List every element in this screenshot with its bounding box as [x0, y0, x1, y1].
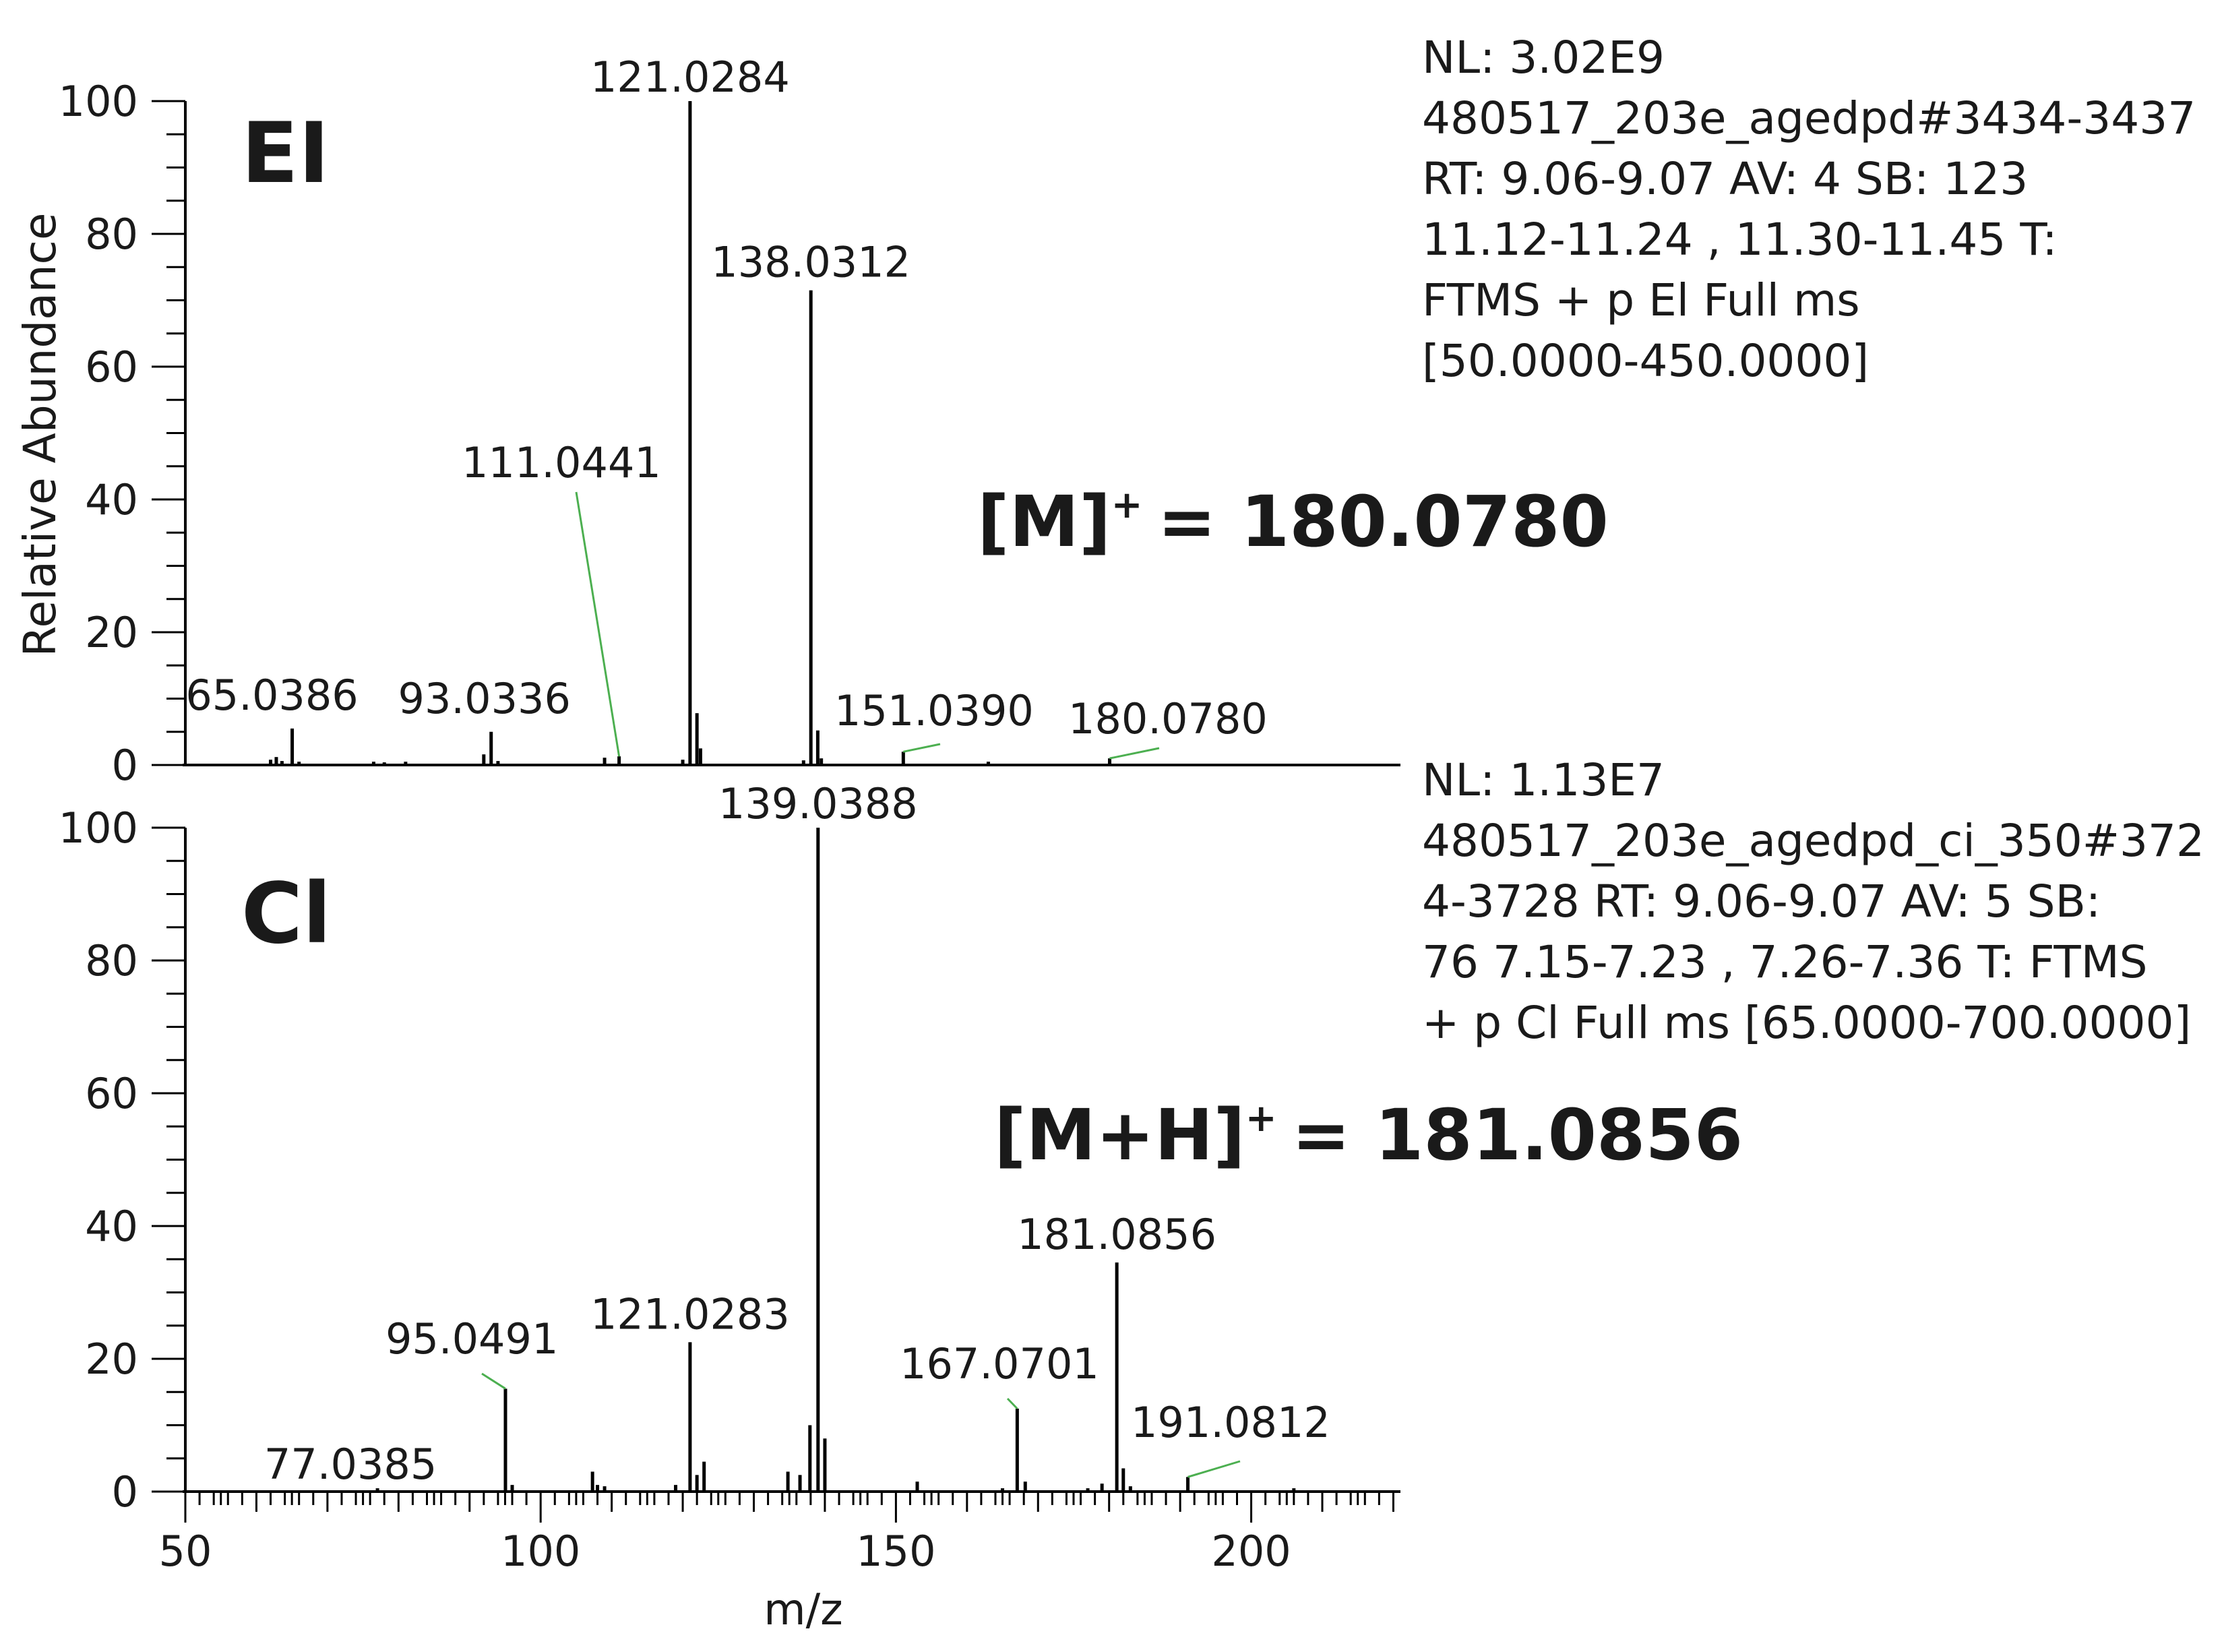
x-tick-label: 100: [501, 1527, 580, 1576]
ei-y-tick-label: 0: [112, 741, 138, 790]
ei-peak-label: 93.0336: [398, 674, 571, 723]
ci-molecular-ion-label: [M+H]: [994, 1094, 1245, 1176]
ci-y-tick-label: 80: [85, 936, 138, 985]
ei-info-line-1: NL: 3.02E9: [1422, 32, 1665, 84]
ei-peak-label: 138.0312: [711, 238, 910, 287]
ci-peak-label: 181.0856: [1017, 1210, 1216, 1259]
ci-scan-info: NL: 1.13E7 480517_203e_agedpd_ci_350#372…: [1422, 754, 2204, 1049]
ci-y-tick-label: 100: [59, 803, 138, 853]
ci-info-line-5: + p Cl Full ms [65.0000-700.0000]: [1422, 997, 2191, 1049]
y-axis-title: Relative Abundance: [14, 213, 66, 657]
ci-y-tick-label: 0: [112, 1467, 138, 1517]
ci-molecular-ion-annotation: [M+H]+ = 181.0856: [994, 1094, 1743, 1176]
ei-peak-label: 180.0780: [1068, 694, 1268, 743]
ci-info-line-1: NL: 1.13E7: [1422, 754, 1665, 806]
ci-molecular-ion-charge: +: [1245, 1097, 1277, 1140]
ei-info-line-4: 11.12-11.24 , 11.30-11.45 T:: [1422, 214, 2058, 266]
ei-y-tick-label: 20: [85, 608, 138, 657]
ci-peak-label: 121.0283: [590, 1289, 790, 1339]
ei-peak-label: 65.0386: [185, 671, 358, 720]
ci-info-line-3: 4-3728 RT: 9.06-9.07 AV: 5 SB:: [1422, 876, 2101, 927]
ci-peak-leader: [1006, 1397, 1018, 1409]
x-tick-label: 50: [159, 1527, 212, 1576]
plot-area: 0 20 40 60 80 100 65.0386 93.0336 111.0441 121.02…: [59, 53, 1400, 1576]
ei-y-tick-label: 60: [85, 342, 138, 392]
ci-peak-label: 139.0388: [718, 779, 918, 828]
ci-peak-label: 167.0701: [900, 1339, 1099, 1388]
ei-peak-leader: [1109, 747, 1160, 760]
ci-y-tick-label: 20: [85, 1335, 138, 1384]
ei-peak-label: 121.0284: [590, 53, 790, 102]
ci-peak-label: 191.0812: [1131, 1398, 1330, 1447]
ei-peak-label: 151.0390: [834, 686, 1034, 735]
ei-peak-leader: [903, 743, 941, 753]
ei-scan-info: NL: 3.02E9 480517_203e_agedpd#3434-3437 …: [1422, 32, 2196, 387]
ei-molecular-ion-label: [M]: [977, 481, 1111, 563]
ci-molecular-ion-value: = 181.0856: [1292, 1094, 1743, 1176]
ei-panel-tag: EI: [241, 105, 330, 202]
ci-panel-tag: Cl: [241, 865, 332, 962]
ei-y-tick-label: 80: [85, 210, 138, 259]
ei-info-line-5: FTMS + p El Full ms: [1422, 274, 1860, 326]
ci-peak-label: 77.0385: [264, 1440, 437, 1489]
x-tick-label: 150: [856, 1527, 935, 1576]
ei-peak-label: 111.0441: [462, 438, 661, 487]
ei-info-line-3: RT: 9.06-9.07 AV: 4 SB: 123: [1422, 153, 2028, 205]
ci-peak-label: 95.0491: [385, 1314, 558, 1364]
ei-info-line-2: 480517_203e_agedpd#3434-3437: [1422, 92, 2196, 144]
ei-y-tick-label: 100: [59, 77, 138, 126]
ei-molecular-ion-value: = 180.0780: [1157, 481, 1608, 563]
ei-info-line-6: [50.0000-450.0000]: [1422, 335, 1869, 387]
ci-y-tick-label: 40: [85, 1202, 138, 1251]
ci-peak-leader: [481, 1372, 506, 1390]
ei-molecular-ion-annotation: [M]+ = 180.0780: [977, 481, 1609, 563]
x-axis-title: m/z: [764, 1585, 843, 1635]
x-tick-label: 200: [1211, 1527, 1291, 1576]
ci-info-line-4: 76 7.15-7.23 , 7.26-7.36 T: FTMS: [1422, 936, 2148, 988]
ci-y-tick-label: 60: [85, 1069, 138, 1118]
ei-molecular-ion-charge: +: [1111, 483, 1143, 527]
ci-info-line-2: 480517_203e_agedpd_ci_350#372: [1422, 815, 2204, 867]
ei-y-tick-label: 40: [85, 475, 138, 524]
ei-peak-leader: [575, 491, 621, 757]
ci-peak-leader: [1187, 1460, 1241, 1478]
